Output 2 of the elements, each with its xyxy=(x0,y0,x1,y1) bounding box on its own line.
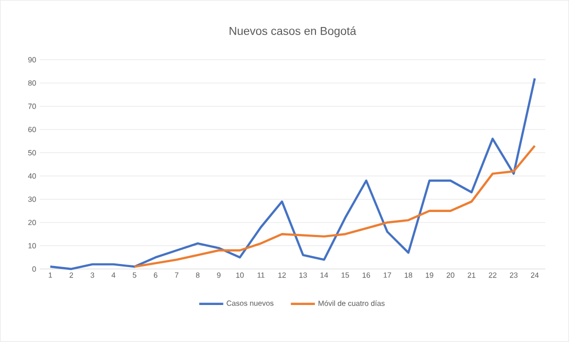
line-series xyxy=(49,77,536,270)
chart-title: Nuevos casos en Bogotá xyxy=(230,26,356,38)
